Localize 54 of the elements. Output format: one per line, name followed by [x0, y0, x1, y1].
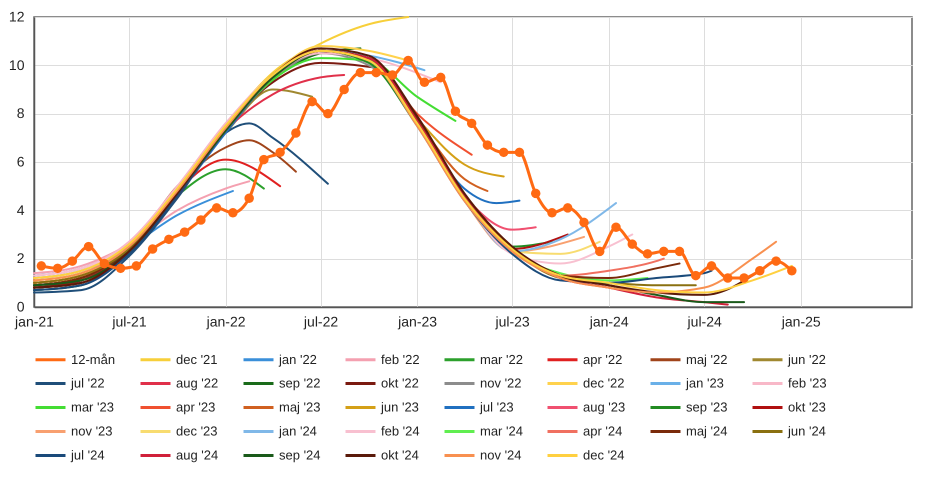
legend-label: maj '23: [279, 400, 321, 414]
y-tick-label: 6: [16, 154, 25, 170]
y-tick-label: 0: [16, 298, 25, 314]
x-tick-label: jul-23: [494, 314, 530, 330]
legend-label: jun '23: [380, 400, 419, 414]
legend-label: okt '24: [381, 448, 419, 462]
legend-label: aug '22: [176, 376, 218, 390]
legend-label: dec '24: [583, 448, 625, 462]
legend-label: maj '22: [686, 352, 728, 367]
x-tick-label: jul-22: [302, 314, 338, 330]
x-tick-label: jan-24: [588, 314, 629, 330]
legend-label: jul '24: [70, 448, 105, 462]
legend-label: apr '24: [583, 424, 622, 438]
legend-label: sep '23: [686, 400, 728, 414]
y-tick-label: 2: [16, 250, 25, 266]
legend-label: feb '24: [381, 424, 420, 438]
legend-label: aug '23: [583, 400, 626, 414]
legend-label: dec '21: [176, 352, 218, 367]
legend-label: nov '24: [480, 448, 522, 462]
x-tick-label: jan-21: [14, 314, 54, 330]
legend-label: dec '23: [176, 424, 218, 438]
legend-label: jul '23: [479, 400, 514, 414]
x-tick-label: jan-23: [397, 314, 438, 330]
x-tick-label: jul-21: [111, 314, 147, 330]
legend-label: aug '24: [176, 448, 218, 462]
y-tick-label: 4: [16, 202, 25, 218]
legend-label: jun '24: [787, 424, 826, 438]
legend-label: mar '23: [71, 400, 114, 414]
legend-label: nov '22: [480, 376, 522, 390]
legend-label: jan '23: [685, 376, 724, 390]
legend-label: jan '22: [278, 352, 317, 367]
legend-label: mar '24: [480, 424, 523, 438]
x-tick-label: jul-24: [686, 314, 722, 330]
legend-label: apr '23: [176, 400, 216, 414]
legend-label: nov '23: [71, 424, 113, 438]
legend-label: jan '24: [278, 424, 317, 438]
x-tick-label: jan-25: [780, 314, 821, 330]
legend-label: 12-mån: [71, 352, 116, 367]
legend-label: sep '24: [279, 448, 321, 462]
legend-label: sep '22: [279, 376, 321, 390]
legend-label: maj '24: [686, 424, 728, 438]
y-tick-label: 12: [8, 8, 25, 24]
y-tick-label: 8: [16, 105, 25, 122]
y-tick-label: 10: [8, 56, 25, 73]
legend-label: apr '22: [583, 352, 622, 367]
legend-label: jun '22: [787, 352, 826, 367]
legend-label: jul '22: [70, 376, 105, 390]
legend-label: mar '22: [480, 352, 523, 367]
legend-label: feb '22: [381, 352, 420, 367]
legend-label: dec '22: [583, 376, 625, 390]
legend-label: feb '23: [788, 376, 827, 390]
legend-label: okt '22: [381, 376, 419, 390]
x-tick-label: jan-22: [206, 314, 246, 330]
legend-label: okt '23: [788, 400, 826, 414]
